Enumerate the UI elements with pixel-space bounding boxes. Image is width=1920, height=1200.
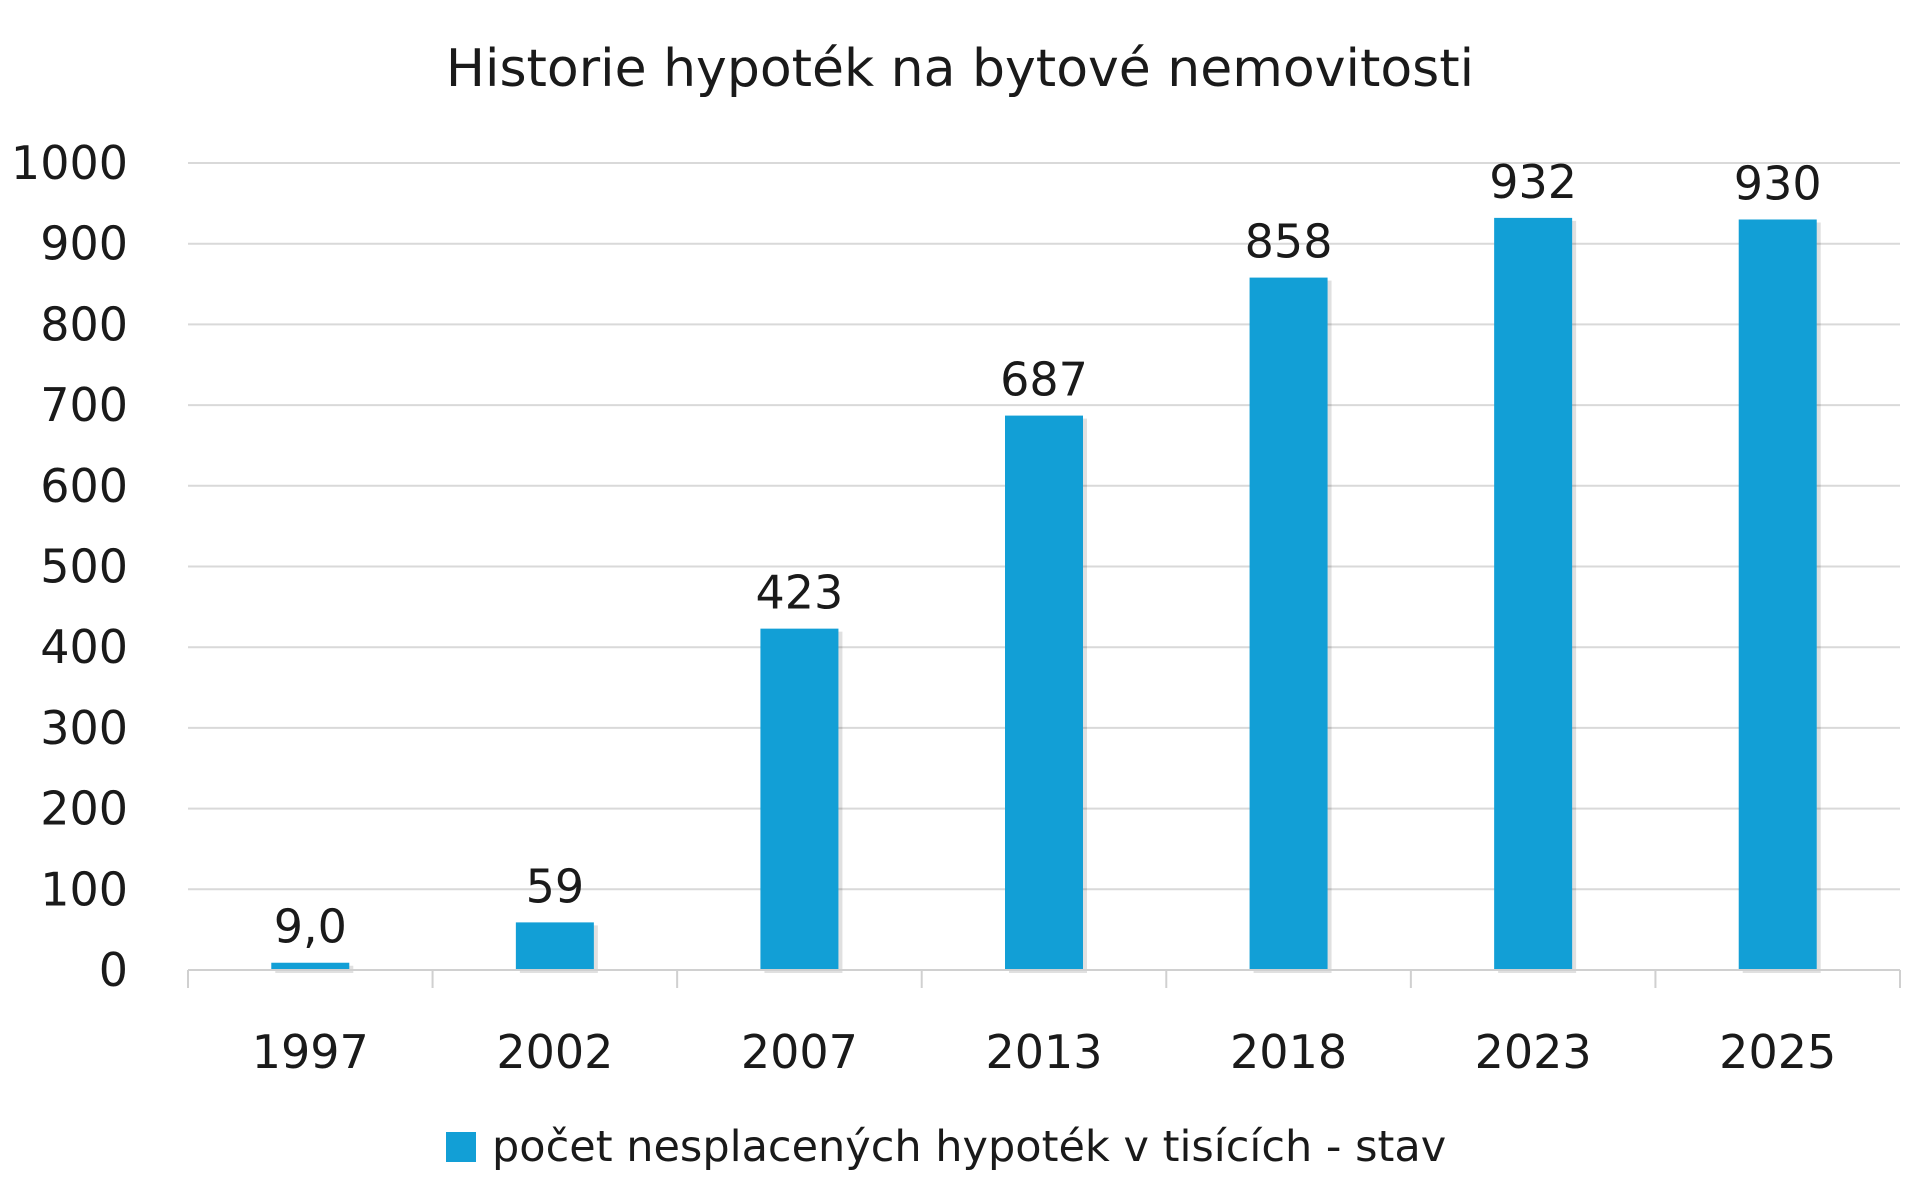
y-tick-label: 100 — [40, 862, 128, 916]
y-tick-label: 900 — [40, 217, 128, 271]
bar — [1494, 217, 1573, 971]
y-tick-label: 300 — [40, 701, 128, 755]
y-tick-label: 1000 — [11, 136, 128, 190]
y-tick-label: 400 — [40, 620, 128, 674]
y-tick-label: 800 — [40, 297, 128, 351]
x-tick-label: 2013 — [985, 1025, 1102, 1079]
x-tick-label: 2007 — [741, 1025, 858, 1079]
x-tick-label: 2018 — [1230, 1025, 1347, 1079]
chart-title: Historie hypoték na bytové nemovitosti — [446, 39, 1474, 99]
data-label: 930 — [1734, 156, 1822, 210]
bar — [271, 962, 350, 970]
x-tick-label: 2002 — [496, 1025, 613, 1079]
bar — [515, 922, 594, 970]
data-label: 687 — [1000, 353, 1088, 407]
bar — [760, 628, 839, 970]
data-label: 423 — [756, 566, 844, 620]
data-label: 932 — [1489, 155, 1577, 209]
data-labels: 9,0 59 423 687 858 932 930 — [274, 155, 1822, 954]
legend-swatch — [446, 1132, 476, 1162]
bars — [271, 217, 1821, 974]
y-tick-label: 700 — [40, 378, 128, 432]
legend-label: počet nesplacených hypoték v tisících - … — [492, 1122, 1446, 1172]
data-label: 858 — [1245, 215, 1333, 269]
bar — [1738, 219, 1817, 971]
y-axis: 0 100 200 300 400 500 600 700 800 900 1000 — [11, 136, 128, 997]
y-tick-label: 500 — [40, 540, 128, 594]
legend: počet nesplacených hypoték v tisících - … — [446, 1122, 1446, 1172]
bar — [1005, 415, 1083, 970]
y-tick-label: 600 — [40, 459, 128, 513]
bar — [1249, 277, 1328, 970]
x-tick-label: 2023 — [1475, 1025, 1592, 1079]
x-tick-label: 1997 — [252, 1025, 369, 1079]
data-label: 9,0 — [274, 900, 347, 954]
data-label: 59 — [526, 859, 585, 913]
x-axis: 1997 2002 2007 2013 2018 2023 2025 — [187, 969, 1901, 1079]
y-tick-label: 200 — [40, 782, 128, 836]
y-tick-label: 0 — [99, 943, 128, 997]
x-tick-label: 2025 — [1719, 1025, 1836, 1079]
